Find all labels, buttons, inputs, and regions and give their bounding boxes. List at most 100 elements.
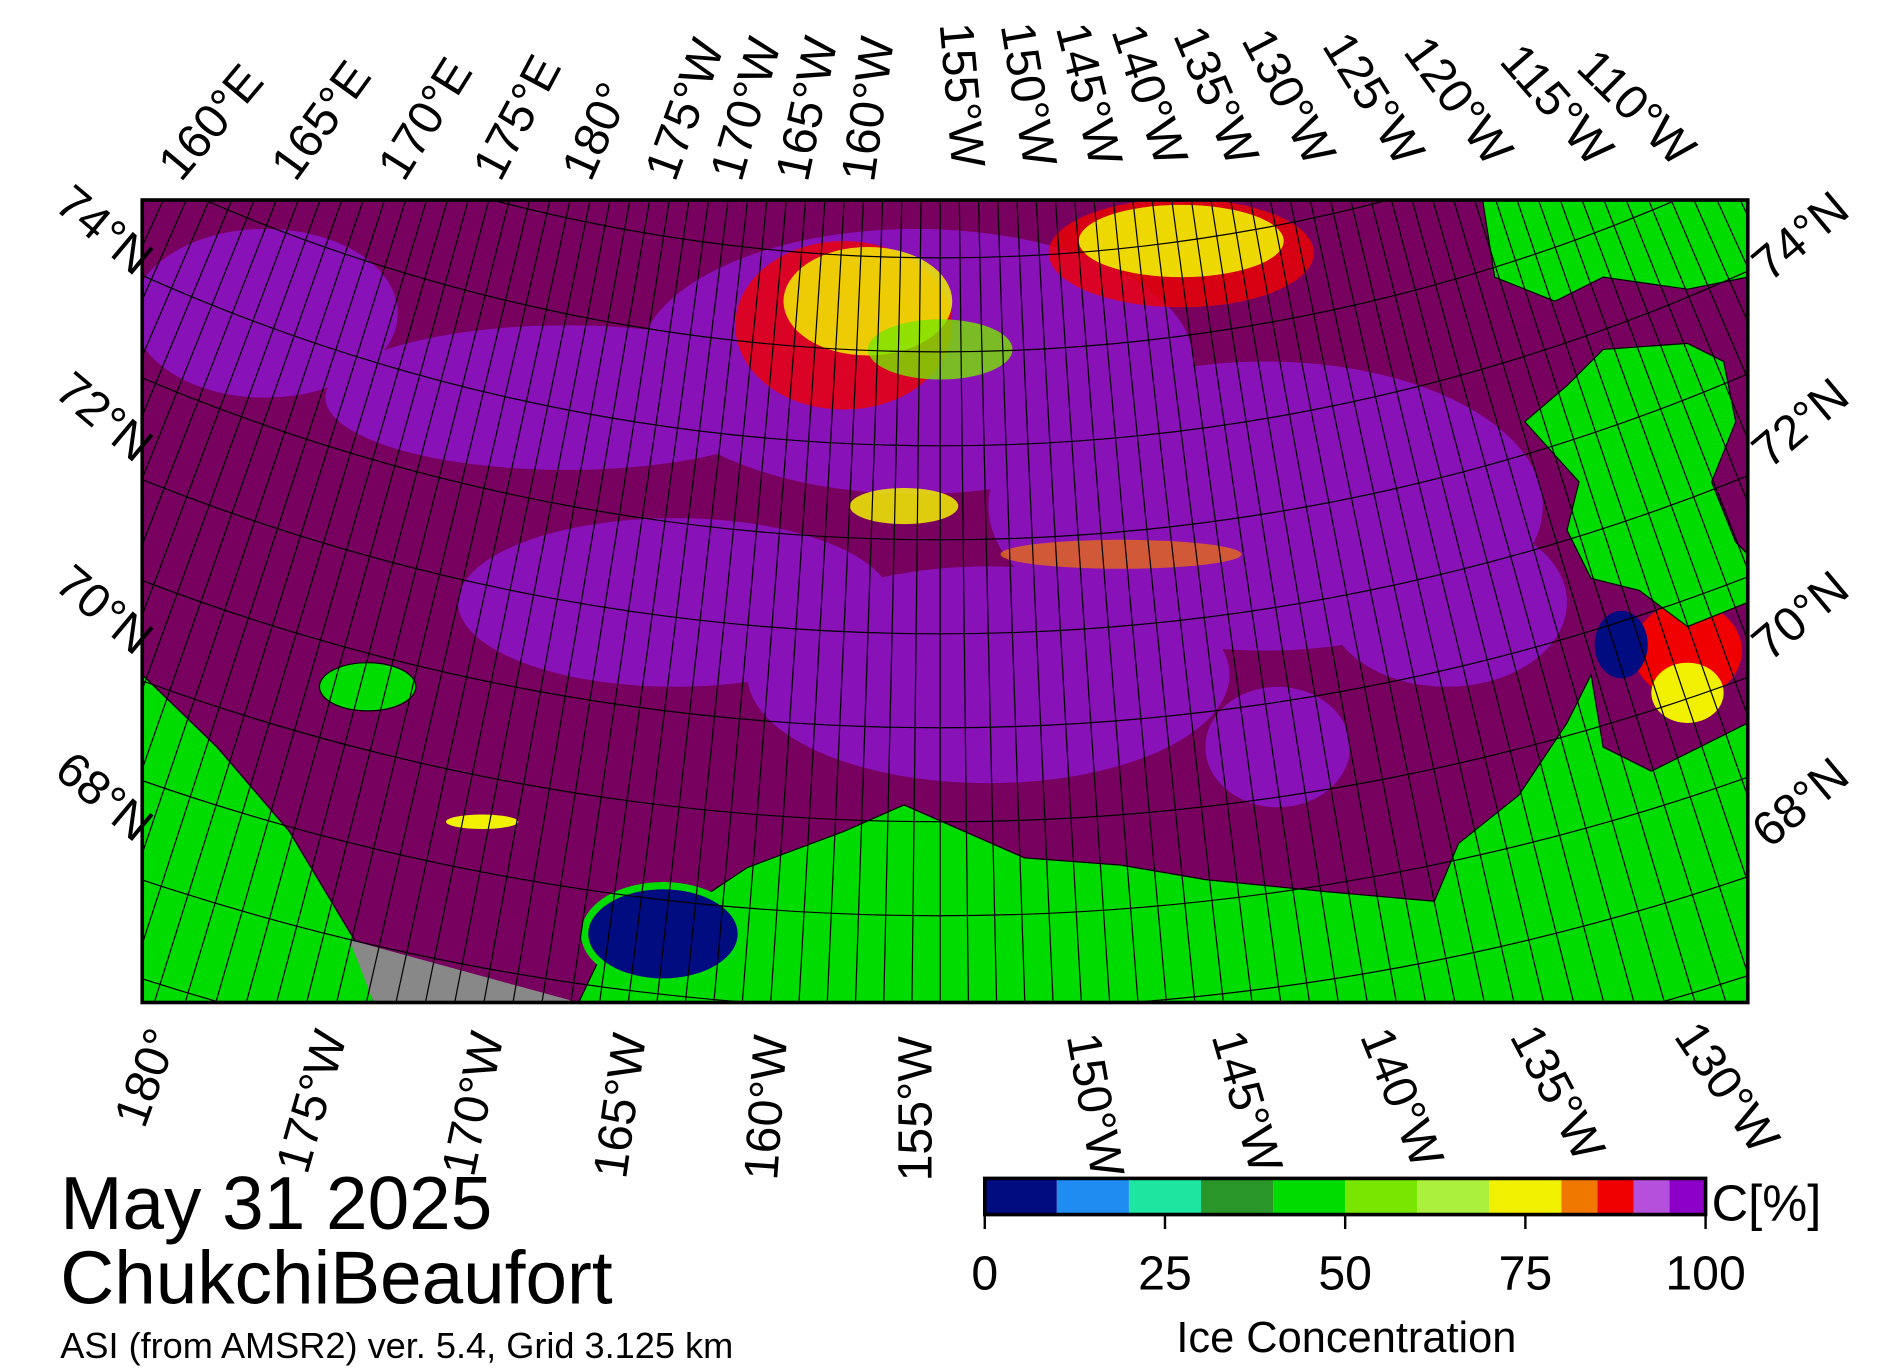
meridian-line	[1054, 200, 1111, 1003]
meridian-line	[958, 200, 969, 1003]
meridian-line	[1171, 200, 1282, 1003]
meridian-line	[1249, 200, 1398, 1003]
land	[142, 200, 1748, 1003]
meridian-line	[275, 200, 490, 1003]
coordinate-label: 68°N	[1742, 747, 1859, 858]
meridian-line	[1474, 200, 1727, 1003]
colorbar-bin	[1417, 1178, 1490, 1215]
colorbar-tick-label: 100	[1665, 1246, 1745, 1300]
meridian-line	[826, 200, 864, 1003]
region: ChukchiBeaufort	[60, 1236, 613, 1320]
meridian-line	[142, 200, 343, 771]
meridian-line	[142, 200, 364, 856]
meridian-line	[997, 200, 1026, 1003]
colorbar-bin	[1056, 1178, 1129, 1215]
meridian-line	[245, 200, 469, 1003]
coordinate-label: 170°E	[367, 49, 483, 189]
colorbar-tick-label: 0	[971, 1246, 998, 1300]
coordinate-label: 165°W	[583, 1030, 657, 1182]
meridian-line	[854, 200, 884, 1003]
meridian-line	[512, 200, 651, 1003]
colorbar-bin	[1669, 1178, 1706, 1215]
coordinate-label: 170°W	[432, 1027, 515, 1181]
meridian-line	[1151, 200, 1253, 1003]
meridian-line	[1016, 200, 1054, 1003]
meridian-line	[599, 200, 710, 1003]
colorbar-bin	[1201, 1178, 1274, 1215]
coordinate-label: 70°N	[1742, 561, 1859, 672]
meridian-line	[1453, 200, 1696, 1003]
colorbar-bin	[1489, 1178, 1562, 1215]
coordinate-label: 72°N	[1742, 368, 1859, 479]
meridian-line	[883, 200, 903, 1003]
colorbar-bin	[1597, 1178, 1634, 1215]
coordinate-label: 74°N	[1742, 181, 1859, 292]
meridian-line	[365, 200, 551, 1003]
colorbar-tick-label: 25	[1138, 1246, 1192, 1300]
meridian-line	[911, 200, 922, 1003]
colorbar-bin	[1633, 1178, 1670, 1215]
meridian-line	[1093, 200, 1168, 1003]
coordinate-label: 155°W	[929, 20, 996, 170]
meridian-line	[1370, 200, 1575, 1003]
meridian-line	[541, 200, 670, 1003]
meridian-line	[684, 200, 768, 1003]
meridian-line	[713, 200, 787, 1003]
colorbar-tick-label: 50	[1318, 1246, 1372, 1300]
meridian-line	[656, 200, 749, 1003]
meridian-line	[1411, 200, 1635, 1003]
meridian-line	[335, 200, 531, 1003]
meridian-line	[1329, 200, 1515, 1003]
colorbar-bin	[1345, 1178, 1418, 1215]
meridian-line	[570, 200, 690, 1003]
meridian-line	[1309, 200, 1486, 1003]
colorbar-tick-label: 75	[1499, 1246, 1553, 1300]
meridian-line	[798, 200, 845, 1003]
meridian-line	[1035, 200, 1082, 1003]
meridian-line	[1581, 200, 1748, 643]
meridian-line	[1112, 200, 1196, 1003]
colorbar-title: Ice Concentration	[1176, 1314, 1516, 1362]
coordinate-label: 160°E	[148, 55, 274, 191]
meridian-line	[977, 200, 998, 1003]
meridian-line	[483, 200, 631, 1003]
colorbar-bin	[984, 1178, 1057, 1215]
meridian-line	[1230, 200, 1368, 1003]
coordinate-label: 155°W	[889, 1036, 943, 1182]
coordinate-label: 150°W	[1056, 1029, 1134, 1182]
coordinate-label: 180°	[104, 1022, 189, 1134]
meridian-line	[1559, 200, 1748, 718]
colorbar-bin	[1561, 1178, 1598, 1215]
meridian-line	[1289, 200, 1456, 1003]
meridian-line	[1432, 200, 1666, 1003]
coordinate-label: 165°E	[261, 51, 382, 189]
meridian-line	[424, 200, 591, 1003]
coordinate-label: 140°W	[1349, 1020, 1454, 1175]
colorbar-bin	[1128, 1178, 1202, 1215]
meridian-line	[1390, 200, 1605, 1003]
meridian-line	[395, 200, 571, 1003]
colorbar-unit: C[%]	[1712, 1175, 1822, 1232]
source: ASI (from AMSR2) ver. 5.4, Grid 3.125 km	[60, 1325, 733, 1366]
meridian-line	[1516, 200, 1748, 885]
meridian-line	[1132, 200, 1225, 1003]
coordinate-label: 130°W	[1664, 1012, 1790, 1163]
meridian-line	[1537, 200, 1748, 799]
meridian-line	[770, 200, 826, 1003]
lagoon	[580, 882, 745, 986]
meridian-line	[142, 200, 321, 692]
meridian-line	[1074, 200, 1139, 1003]
meridian-line	[1190, 200, 1311, 1003]
meridian-line	[1269, 200, 1427, 1003]
coordinate-label: 160°W	[734, 1033, 798, 1182]
meridian-line	[1350, 200, 1545, 1003]
meridian-line	[153, 200, 407, 1003]
meridian-line	[306, 200, 510, 1003]
meridian-line	[142, 200, 300, 617]
meridian-line	[1210, 200, 1339, 1003]
meridian-line	[741, 200, 807, 1003]
meridian-line	[454, 200, 611, 1003]
